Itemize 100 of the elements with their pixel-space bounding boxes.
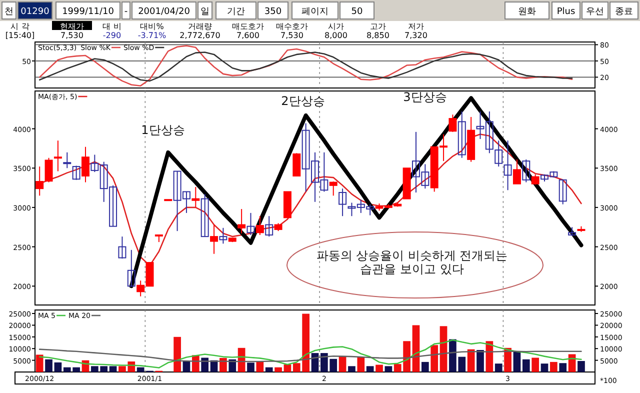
bar bbox=[366, 366, 374, 372]
bar bbox=[476, 350, 484, 372]
text: 1999/11/10 bbox=[62, 7, 114, 17]
bar bbox=[540, 364, 548, 372]
candlestick bbox=[200, 194, 209, 238]
line-series bbox=[38, 339, 582, 368]
text: 일 bbox=[200, 7, 210, 17]
bar bbox=[532, 358, 539, 372]
text: 종료 bbox=[615, 7, 633, 17]
text: 고가 bbox=[370, 22, 386, 31]
text: 페이지 bbox=[302, 7, 328, 17]
bar bbox=[182, 361, 190, 372]
candlestick bbox=[458, 110, 466, 158]
bar bbox=[494, 364, 502, 372]
text: 시가 bbox=[328, 22, 344, 31]
text: [15:40] bbox=[5, 31, 35, 40]
candlestick bbox=[192, 186, 200, 208]
annotation: 2단상승 bbox=[281, 94, 325, 108]
line-series bbox=[38, 45, 573, 86]
text: - bbox=[124, 7, 128, 17]
candlestick bbox=[504, 140, 512, 191]
bar bbox=[174, 336, 181, 372]
bar bbox=[513, 351, 521, 372]
bar bbox=[36, 354, 44, 372]
candlestick bbox=[210, 224, 218, 254]
bar bbox=[550, 362, 558, 372]
candlestick bbox=[448, 114, 457, 132]
text: 8,000 bbox=[324, 31, 348, 40]
text: 2,772,670 bbox=[180, 31, 220, 40]
text: 50 bbox=[351, 7, 363, 17]
text: 천 bbox=[4, 7, 14, 17]
bar bbox=[421, 362, 429, 372]
text: 매도호가 bbox=[232, 22, 264, 31]
text: 저가 bbox=[408, 22, 424, 31]
candlestick bbox=[54, 140, 62, 172]
bar bbox=[338, 356, 346, 372]
candlestick bbox=[522, 158, 530, 183]
bar bbox=[256, 361, 264, 372]
text: 기간 bbox=[227, 7, 245, 17]
bar bbox=[265, 367, 273, 372]
candlestick bbox=[118, 236, 126, 260]
bar bbox=[568, 354, 576, 372]
candlestick bbox=[338, 188, 347, 217]
bar bbox=[284, 364, 292, 372]
text: 350 bbox=[264, 7, 282, 17]
text: 우선 bbox=[586, 7, 604, 17]
bar bbox=[522, 359, 530, 372]
bar bbox=[559, 363, 567, 372]
candlestick bbox=[558, 179, 567, 205]
text: 8,850 bbox=[366, 31, 390, 40]
bar bbox=[384, 366, 392, 372]
candlestick bbox=[256, 216, 264, 236]
text: 01290 bbox=[20, 7, 50, 17]
bar bbox=[376, 364, 383, 372]
bar bbox=[54, 362, 62, 372]
candlestick bbox=[512, 158, 521, 184]
text: 거래량 bbox=[188, 22, 212, 31]
candlestick bbox=[63, 152, 72, 169]
text: 7,530 bbox=[280, 31, 304, 40]
text: 대 비 bbox=[102, 22, 122, 31]
bar bbox=[228, 359, 236, 372]
text: 7,530 bbox=[60, 31, 84, 40]
bar bbox=[348, 366, 356, 372]
text: 현재가 bbox=[60, 22, 84, 31]
annotation: 파동의 상승율이 비슷하게 전개되는 습관을 보이고 있다 bbox=[316, 248, 508, 276]
candlestick bbox=[238, 208, 246, 234]
line-series bbox=[38, 348, 582, 362]
bar bbox=[440, 326, 448, 372]
text: 원화 bbox=[518, 7, 536, 17]
bar bbox=[247, 362, 254, 372]
text: Plus bbox=[556, 7, 576, 17]
bar bbox=[109, 366, 117, 372]
text: 2001/04/20 bbox=[138, 7, 190, 17]
text: 7,600 bbox=[236, 31, 260, 40]
bar bbox=[412, 325, 420, 372]
bar bbox=[136, 367, 144, 372]
candlestick bbox=[494, 140, 503, 168]
candlestick bbox=[72, 165, 80, 180]
candlestick bbox=[127, 249, 136, 287]
candlestick bbox=[219, 227, 228, 244]
candlestick bbox=[329, 180, 338, 196]
text: 시 각 bbox=[10, 22, 30, 31]
bar bbox=[578, 361, 585, 372]
line-series bbox=[38, 52, 573, 82]
text: 매수호가 bbox=[276, 22, 308, 31]
bar bbox=[45, 359, 52, 372]
bar bbox=[430, 345, 438, 372]
text: 7,320 bbox=[404, 31, 428, 40]
candlestick bbox=[292, 152, 301, 176]
candlestick bbox=[265, 216, 274, 238]
bar bbox=[357, 357, 365, 372]
text: -3.71% bbox=[138, 31, 167, 40]
text: 대비% bbox=[140, 22, 164, 31]
bar bbox=[274, 367, 282, 372]
text: -290 bbox=[102, 31, 122, 40]
candlestick bbox=[246, 212, 255, 236]
candlestick bbox=[82, 146, 90, 183]
annotation: 1단상승 bbox=[141, 123, 185, 137]
bar bbox=[504, 348, 512, 372]
annotation: 3단상승 bbox=[403, 90, 447, 104]
